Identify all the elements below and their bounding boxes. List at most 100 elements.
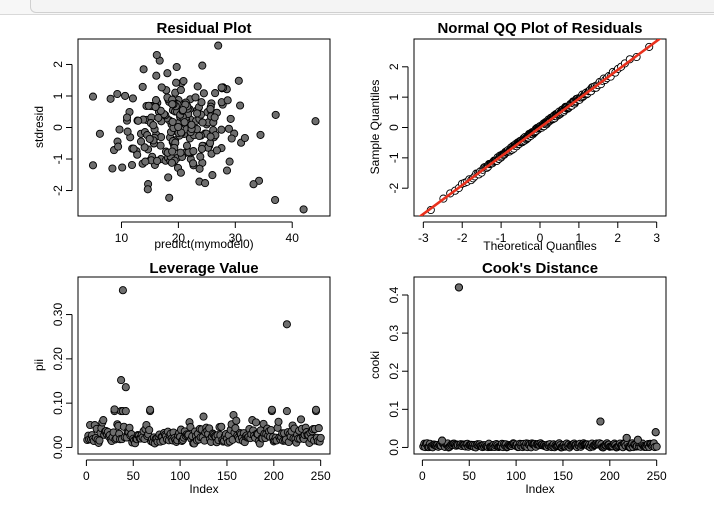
data-point bbox=[316, 433, 325, 442]
data-point bbox=[240, 133, 249, 143]
data-point bbox=[201, 179, 210, 188]
data-point bbox=[117, 376, 126, 385]
data-point bbox=[176, 85, 185, 95]
y-tick-label: 0 bbox=[51, 124, 65, 131]
data-point bbox=[274, 417, 283, 426]
y-tick-label: -2 bbox=[387, 183, 401, 194]
data-point bbox=[151, 102, 160, 112]
x-tick-label: 250 bbox=[647, 469, 667, 483]
x-axis: 0 50 100 150 200 250 bbox=[83, 459, 331, 483]
data-point bbox=[123, 127, 132, 136]
data-point bbox=[164, 173, 173, 182]
x-axis-label: Index bbox=[189, 482, 218, 496]
data-point bbox=[271, 195, 280, 205]
x-tick-label: 100 bbox=[506, 469, 526, 483]
data-point bbox=[172, 78, 181, 87]
data-point bbox=[226, 114, 235, 123]
data-point bbox=[299, 205, 308, 214]
plot-frame bbox=[413, 38, 667, 217]
x-tick-label: -2 bbox=[457, 231, 468, 245]
y-tick-label: 0.4 bbox=[387, 286, 401, 303]
data-point bbox=[189, 159, 198, 168]
data-point bbox=[266, 425, 276, 435]
data-point bbox=[187, 120, 196, 129]
x-tick-label: -1 bbox=[496, 231, 507, 245]
y-tick-label: 0 bbox=[387, 124, 401, 131]
data-point bbox=[163, 69, 172, 78]
data-point bbox=[146, 405, 155, 414]
x-tick-label: 250 bbox=[311, 469, 331, 483]
data-point bbox=[106, 94, 115, 103]
data-point bbox=[95, 436, 104, 445]
data-point bbox=[222, 166, 232, 175]
data-point bbox=[198, 61, 207, 70]
y-axis-label: pii bbox=[32, 359, 46, 371]
data-point bbox=[633, 435, 642, 444]
x-tick-label: 150 bbox=[217, 469, 237, 483]
data-point bbox=[88, 92, 98, 101]
x-axis: 10 20 30 40 bbox=[115, 221, 300, 245]
plot-frame bbox=[77, 38, 331, 217]
y-axis: 0.00 0.10 0.20 0.30 bbox=[51, 303, 73, 459]
data-points bbox=[419, 283, 661, 452]
data-point bbox=[157, 133, 166, 142]
data-point bbox=[256, 130, 265, 139]
chart-title: Cook's Distance bbox=[482, 260, 598, 277]
data-point bbox=[199, 412, 208, 421]
data-point bbox=[139, 65, 148, 74]
data-point bbox=[143, 185, 152, 194]
data-point bbox=[282, 320, 291, 329]
data-point bbox=[199, 89, 208, 98]
y-axis: -2 -1 0 1 2 bbox=[51, 61, 73, 196]
data-point bbox=[211, 89, 220, 98]
data-point bbox=[136, 137, 146, 146]
reference-line bbox=[418, 39, 662, 216]
data-point bbox=[141, 157, 150, 166]
x-tick-label: 150 bbox=[553, 469, 573, 483]
data-point bbox=[236, 101, 245, 110]
x-tick-label: 200 bbox=[600, 469, 620, 483]
data-point bbox=[114, 142, 123, 151]
x-tick-label: 1 bbox=[576, 231, 583, 245]
x-tick-label: 30 bbox=[229, 231, 243, 245]
x-tick-label: 0 bbox=[537, 231, 544, 245]
data-point bbox=[217, 422, 226, 431]
y-tick-label: -1 bbox=[387, 152, 401, 163]
data-point bbox=[154, 113, 163, 122]
y-axis-label: cooki bbox=[368, 351, 382, 379]
plot-frame bbox=[413, 276, 667, 455]
data-point bbox=[121, 383, 130, 392]
data-point bbox=[167, 158, 176, 167]
x-tick-label: 3 bbox=[653, 231, 660, 245]
y-tick-label: 0.20 bbox=[51, 347, 65, 371]
x-tick-label: 2 bbox=[614, 231, 621, 245]
x-tick-label: 50 bbox=[127, 469, 141, 483]
x-axis: 0 50 100 150 200 250 bbox=[419, 459, 667, 483]
data-point bbox=[168, 100, 177, 109]
data-point bbox=[144, 101, 153, 110]
data-point bbox=[214, 41, 223, 50]
data-point bbox=[128, 94, 137, 103]
data-point bbox=[99, 416, 108, 425]
y-tick-label: 0.30 bbox=[51, 303, 65, 327]
data-point bbox=[224, 124, 233, 133]
x-tick-label: 40 bbox=[286, 231, 300, 245]
data-point bbox=[95, 129, 104, 138]
toolbar-frame bbox=[30, 0, 714, 13]
x-tick-label: 200 bbox=[264, 469, 284, 483]
data-point bbox=[223, 96, 232, 105]
data-point bbox=[151, 96, 161, 105]
data-points bbox=[88, 41, 320, 214]
data-point bbox=[195, 131, 204, 141]
data-point bbox=[134, 116, 143, 125]
data-point bbox=[438, 436, 447, 445]
data-point bbox=[129, 144, 138, 153]
data-point bbox=[165, 193, 174, 202]
x-tick-label: -3 bbox=[418, 231, 429, 245]
chart-title: Residual Plot bbox=[156, 20, 251, 37]
data-points bbox=[418, 39, 662, 216]
data-point bbox=[652, 442, 661, 451]
data-point bbox=[149, 121, 158, 130]
y-axis: -2 -1 0 1 2 bbox=[387, 63, 409, 194]
